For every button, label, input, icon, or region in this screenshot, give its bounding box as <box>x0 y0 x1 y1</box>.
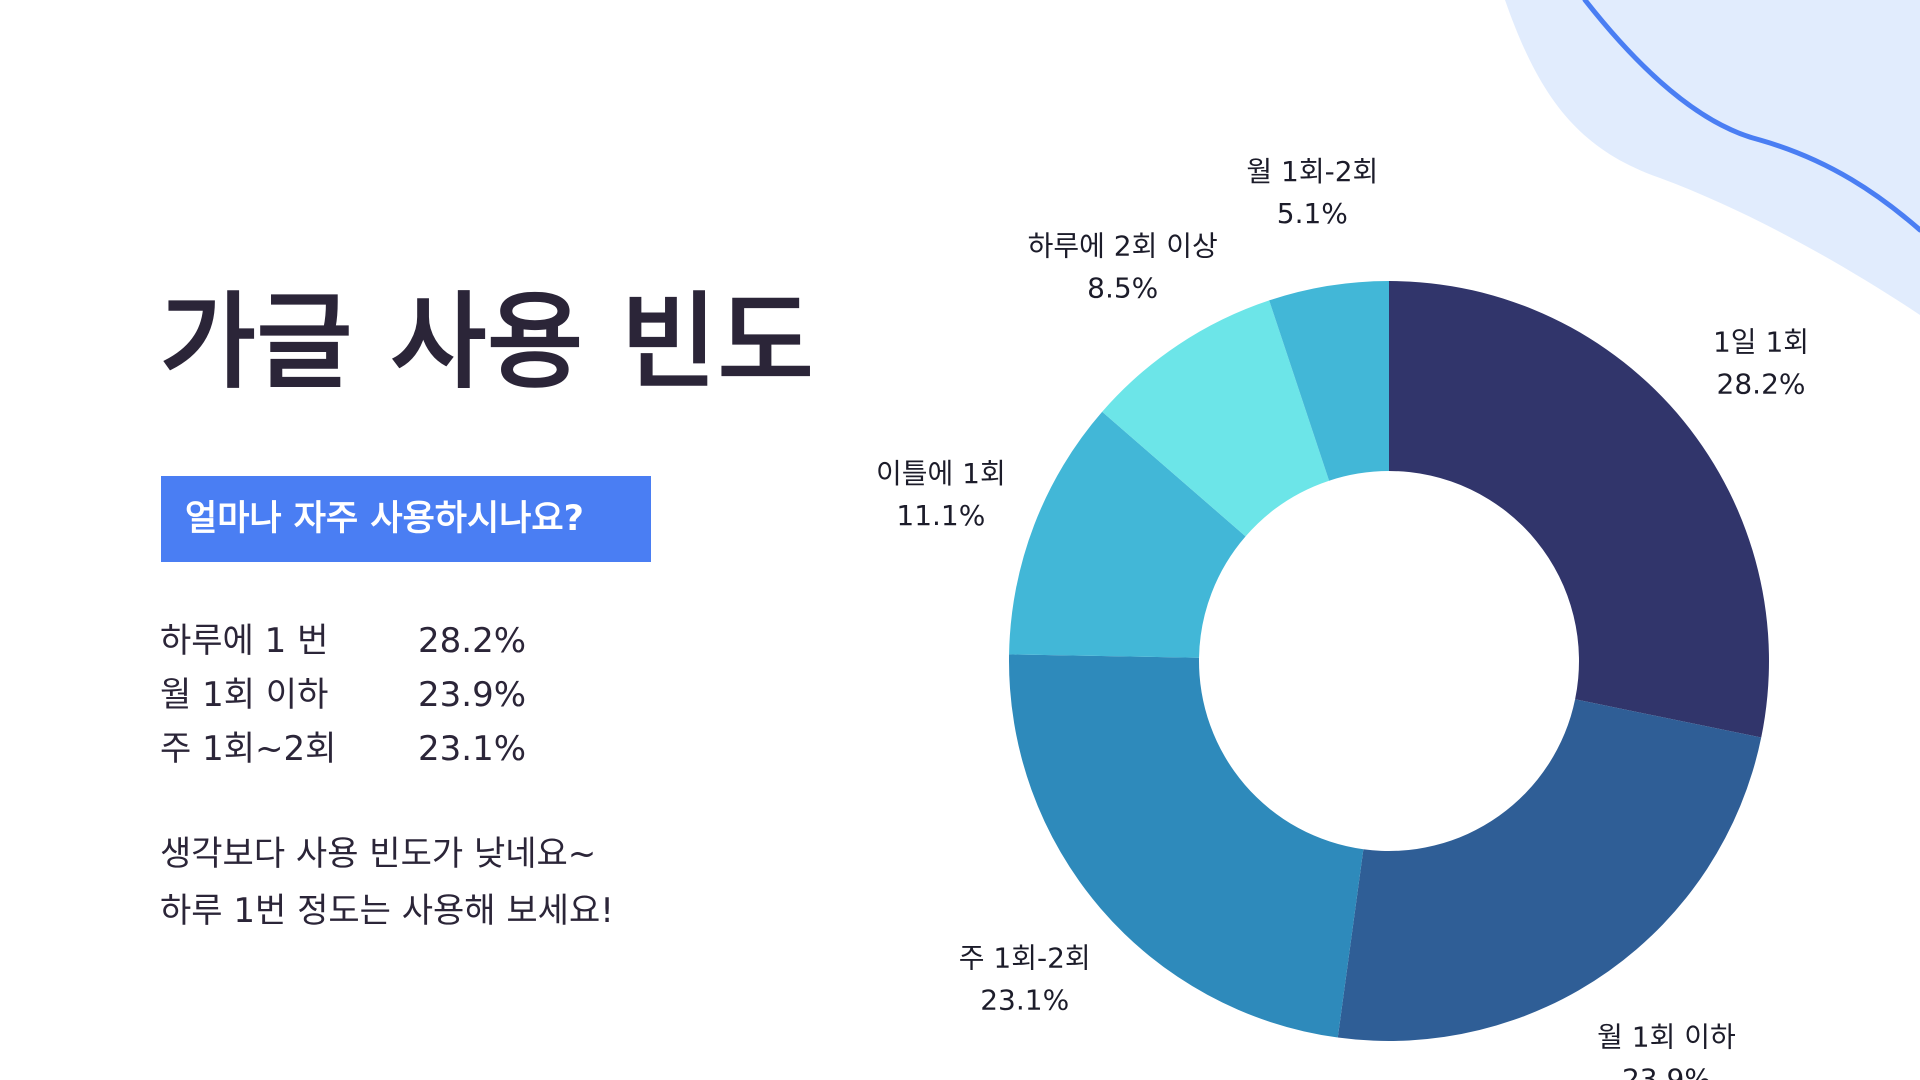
stat-value: 23.9% <box>418 675 527 715</box>
donut-slice <box>1102 300 1330 537</box>
slice-value-label: 5.1% <box>1277 197 1348 230</box>
slice-value-label: 23.1% <box>980 984 1069 1017</box>
slice-value-label: 28.2% <box>1717 368 1806 401</box>
stat-label: 월 1회 이하 <box>160 675 329 715</box>
comment-line: 생각보다 사용 빈도가 낮네요~ <box>160 834 597 874</box>
slice-label: 하루에 2회 이상 <box>1028 230 1218 263</box>
donut-slice <box>1009 411 1246 658</box>
page-title: 가글 사용 빈도 <box>160 281 815 403</box>
comment-line: 하루 1번 정도는 사용해 보세요! <box>160 891 614 931</box>
donut-slice <box>1337 699 1762 1041</box>
slice-label: 이틀에 1회 <box>876 457 1006 490</box>
question-text: 얼마나 자주 사용하시나요? <box>185 499 584 539</box>
slice-value-label: 23.9% <box>1622 1063 1711 1080</box>
deco-wave-line <box>1582 0 1920 233</box>
deco-wave-shape <box>1505 0 1920 315</box>
slice-label: 월 1회-2회 <box>1246 155 1378 188</box>
stat-label: 주 1회~2회 <box>160 729 337 769</box>
stat-value: 28.2% <box>418 621 527 661</box>
donut-slice <box>1009 654 1364 1038</box>
donut-slice <box>1389 281 1770 738</box>
stat-row: 하루에 1 번 28.2% <box>160 614 580 668</box>
stat-label: 하루에 1 번 <box>160 621 329 661</box>
stat-row: 월 1회 이하 23.9% <box>160 668 580 722</box>
slice-label: 주 1회-2회 <box>959 942 1091 975</box>
stat-value: 23.1% <box>418 729 527 769</box>
slice-value-label: 11.1% <box>896 499 985 532</box>
slice-label: 월 1회 이하 <box>1597 1021 1736 1054</box>
stat-row: 주 1회~2회 23.1% <box>160 722 580 776</box>
slice-value-label: 8.5% <box>1087 272 1158 305</box>
comment-text: 생각보다 사용 빈도가 낮네요~ 하루 1번 정도는 사용해 보세요! <box>160 826 614 940</box>
slice-label: 1일 1회 <box>1713 326 1809 359</box>
donut-slice <box>1269 281 1389 481</box>
question-banner: 얼마나 자주 사용하시나요? <box>161 476 651 562</box>
stats-list: 하루에 1 번 28.2% 월 1회 이하 23.9% 주 1회~2회 23.1… <box>160 614 580 776</box>
